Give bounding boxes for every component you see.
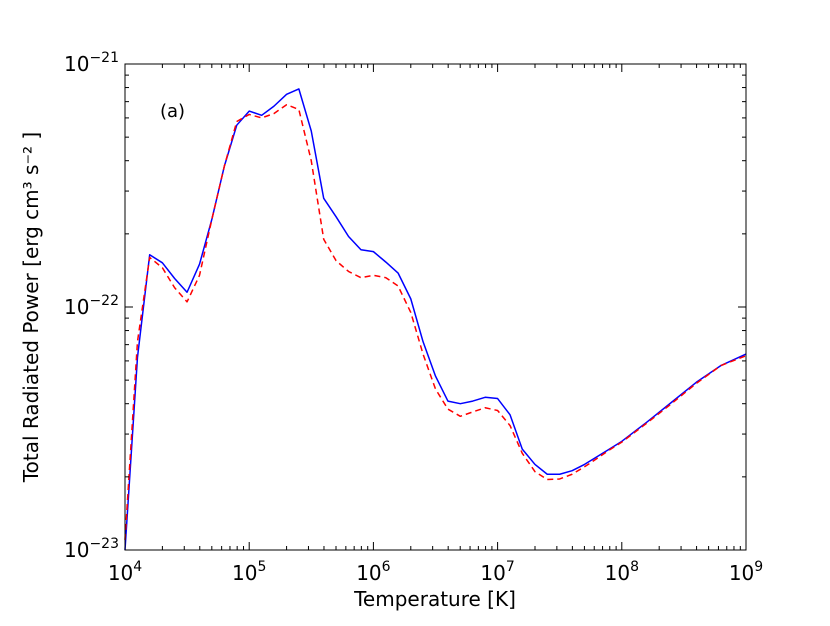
y-axis-title: Total Radiated Power [erg cm³ s⁻² ] xyxy=(19,132,43,483)
x-axis-title: Temperature [K] xyxy=(353,587,516,611)
tick-labels-layer: 104 105 106 107 108 109 10−23 10−22 10−21 xyxy=(64,50,763,585)
series-line-1 xyxy=(124,88,747,551)
x-tick-label: 109 xyxy=(729,559,763,585)
series-line-2 xyxy=(124,103,747,540)
x-tick-label: 105 xyxy=(232,559,266,585)
y-tick-label: 10−22 xyxy=(64,293,119,319)
plot-frame xyxy=(124,63,747,551)
y-tick-label: 10−21 xyxy=(64,50,119,76)
x-tick-label: 104 xyxy=(108,559,142,585)
y-tick-label: 10−23 xyxy=(64,536,119,562)
annotation-label: (a) xyxy=(160,101,185,122)
x-tick-label: 108 xyxy=(605,559,639,585)
x-tick-label: 107 xyxy=(480,559,514,585)
x-tick-label: 106 xyxy=(356,559,390,585)
plot-background xyxy=(125,64,746,550)
series-layer xyxy=(124,88,747,551)
